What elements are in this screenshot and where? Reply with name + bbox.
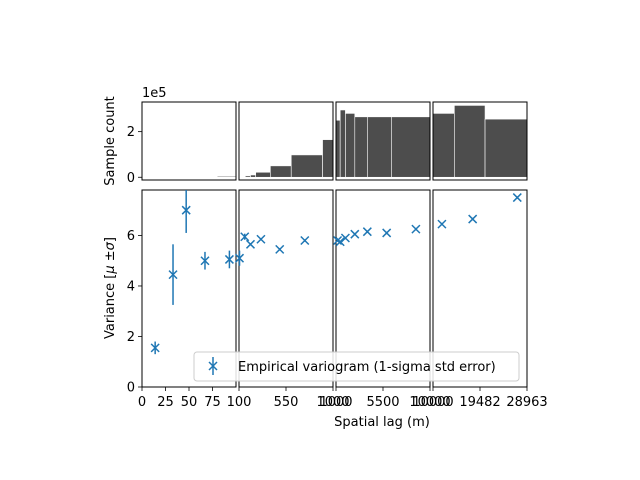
y-axis-label: Variance [μ ±σ] (103, 237, 118, 339)
data-point (468, 214, 478, 224)
x-axis-label: Spatial lag (m) (334, 415, 430, 430)
count-y-tick-label: 0 (127, 171, 135, 186)
count-panel-frame (141, 101, 237, 181)
data-point (224, 250, 234, 269)
count-bar (354, 116, 368, 178)
point-marker (275, 244, 285, 254)
data-point (200, 251, 210, 270)
data-point (181, 190, 191, 233)
x-tick-label: 28963 (506, 395, 547, 410)
point-marker (340, 233, 350, 243)
point-marker (350, 229, 360, 239)
count-bar (244, 175, 251, 178)
count-bar (484, 118, 528, 178)
data-point (150, 341, 160, 355)
x-tick-label: 25 (157, 395, 174, 410)
data-point (245, 239, 256, 249)
sample-count-axes: 02 (127, 101, 528, 186)
x-tick-label: 550 (274, 395, 299, 410)
y-tick-label: 4 (127, 279, 135, 294)
data-point (168, 244, 178, 305)
count-bar (255, 171, 271, 178)
count-panel-frame (432, 101, 528, 181)
count-bar (345, 113, 356, 178)
count-bar (335, 119, 341, 178)
y-tick-label: 6 (127, 229, 135, 244)
count-bar (339, 109, 346, 178)
data-point (256, 234, 266, 244)
data-point (300, 235, 310, 246)
point-marker (411, 224, 421, 234)
x-tick-label: 0 (138, 395, 146, 410)
data-point (240, 232, 250, 242)
count-bar (432, 113, 455, 178)
point-marker (256, 234, 266, 244)
point-marker (224, 254, 234, 264)
count-bar (454, 105, 486, 178)
data-point (275, 244, 285, 254)
sample-count-scale-label: 1e5 (142, 86, 167, 101)
point-marker (200, 256, 210, 266)
count-panel-frame (238, 101, 334, 181)
data-point (234, 250, 245, 266)
legend-marker (208, 357, 218, 375)
count-bar (270, 165, 292, 178)
data-point (335, 237, 345, 247)
y-tick-label: 2 (127, 330, 135, 345)
x-tick-label: 75 (204, 395, 221, 410)
data-point (411, 224, 421, 234)
x-tick-label: 5500 (366, 395, 399, 410)
data-point (512, 193, 522, 203)
point-marker (245, 239, 256, 249)
point-marker (468, 214, 478, 224)
sample-count-axis-label: Sample count (103, 96, 118, 186)
point-marker (333, 235, 343, 246)
point-marker (437, 219, 447, 229)
legend-label: Empirical variogram (1-sigma std error) (238, 360, 496, 375)
count-y-tick-label: 2 (127, 125, 135, 140)
count-bar (322, 139, 334, 178)
data-point (340, 233, 350, 243)
count-bar (216, 176, 237, 178)
point-marker (181, 205, 191, 215)
count-bar (238, 176, 246, 178)
point-marker (168, 270, 178, 280)
point-marker (512, 193, 522, 203)
x-tick-label: 1000 (316, 395, 349, 410)
x-tick-label: 100 (227, 395, 252, 410)
data-point (362, 227, 372, 237)
point-marker (234, 253, 245, 263)
point-marker (335, 237, 345, 247)
point-marker (150, 343, 160, 353)
count-bar (391, 116, 431, 178)
count-bar (367, 116, 392, 178)
x-tick-label: 10000 (412, 395, 453, 410)
data-point (350, 229, 360, 239)
y-tick-label: 0 (127, 381, 135, 396)
point-marker (382, 228, 392, 238)
count-panel-frame (335, 101, 431, 181)
x-tick-label: 10000 (409, 395, 450, 410)
data-point (382, 228, 392, 238)
count-bar (290, 154, 323, 178)
legend: Empirical variogram (1-sigma std error) (193, 351, 520, 382)
point-marker (300, 235, 310, 246)
point-marker (362, 227, 372, 237)
point-marker (240, 232, 250, 242)
x-tick-label: 50 (181, 395, 198, 410)
count-bar (250, 174, 257, 178)
legend-box (193, 351, 520, 382)
data-point (437, 219, 447, 229)
x-tick-label: 1000 (319, 395, 352, 410)
x-tick-label: 19482 (459, 395, 500, 410)
